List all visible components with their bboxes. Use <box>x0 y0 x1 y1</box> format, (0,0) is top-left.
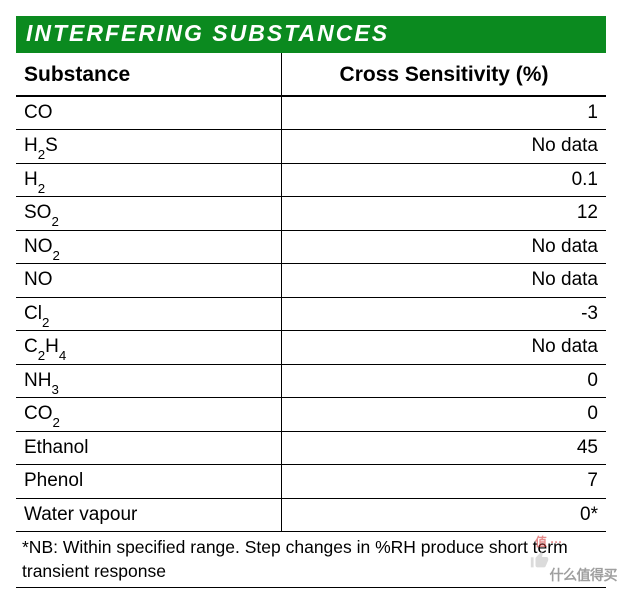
cross-sensitivity-cell: No data <box>282 331 607 365</box>
cross-sensitivity-cell: 0.1 <box>282 163 607 197</box>
substance-cell: NO2 <box>16 230 282 264</box>
cross-sensitivity-cell: 12 <box>282 197 607 231</box>
substance-cell: CO <box>16 96 282 130</box>
table-row: CO20 <box>16 398 606 432</box>
substance-cell: CO2 <box>16 398 282 432</box>
table-row: Water vapour0* <box>16 498 606 532</box>
cross-sensitivity-cell: 0 <box>282 364 607 398</box>
table-row: Cl2-3 <box>16 297 606 331</box>
substances-table: Substance Cross Sensitivity (%) CO1H2SNo… <box>16 53 606 532</box>
cross-sensitivity-cell: 0 <box>282 398 607 432</box>
table-row: Phenol7 <box>16 465 606 499</box>
substance-cell: Phenol <box>16 465 282 499</box>
cross-sensitivity-cell: 7 <box>282 465 607 499</box>
substance-cell: H2 <box>16 163 282 197</box>
cross-sensitivity-cell: 0* <box>282 498 607 532</box>
table-body: CO1H2SNo dataH20.1SO212NO2No dataNONo da… <box>16 96 606 532</box>
cross-sensitivity-cell: 45 <box>282 431 607 465</box>
cross-sensitivity-cell: -3 <box>282 297 607 331</box>
panel-title: INTERFERING SUBSTANCES <box>16 16 606 53</box>
cross-sensitivity-cell: No data <box>282 264 607 298</box>
substance-cell: C2H4 <box>16 331 282 365</box>
column-header-cross-sensitivity: Cross Sensitivity (%) <box>282 53 607 96</box>
interfering-substances-panel: INTERFERING SUBSTANCES Substance Cross S… <box>16 16 606 588</box>
cross-sensitivity-cell: 1 <box>282 96 607 130</box>
table-row: NH30 <box>16 364 606 398</box>
table-row: SO212 <box>16 197 606 231</box>
substance-cell: NO <box>16 264 282 298</box>
substance-cell: Cl2 <box>16 297 282 331</box>
substance-cell: H2S <box>16 130 282 164</box>
table-row: NONo data <box>16 264 606 298</box>
cross-sensitivity-cell: No data <box>282 130 607 164</box>
table-row: NO2No data <box>16 230 606 264</box>
substance-cell: NH3 <box>16 364 282 398</box>
table-row: Ethanol45 <box>16 431 606 465</box>
table-header-row: Substance Cross Sensitivity (%) <box>16 53 606 96</box>
footnote: *NB: Within specified range. Step change… <box>16 532 606 588</box>
substance-cell: SO2 <box>16 197 282 231</box>
table-row: H20.1 <box>16 163 606 197</box>
substance-cell: Water vapour <box>16 498 282 532</box>
cross-sensitivity-cell: No data <box>282 230 607 264</box>
column-header-substance: Substance <box>16 53 282 96</box>
substance-cell: Ethanol <box>16 431 282 465</box>
table-row: C2H4No data <box>16 331 606 365</box>
table-row: H2SNo data <box>16 130 606 164</box>
table-row: CO1 <box>16 96 606 130</box>
